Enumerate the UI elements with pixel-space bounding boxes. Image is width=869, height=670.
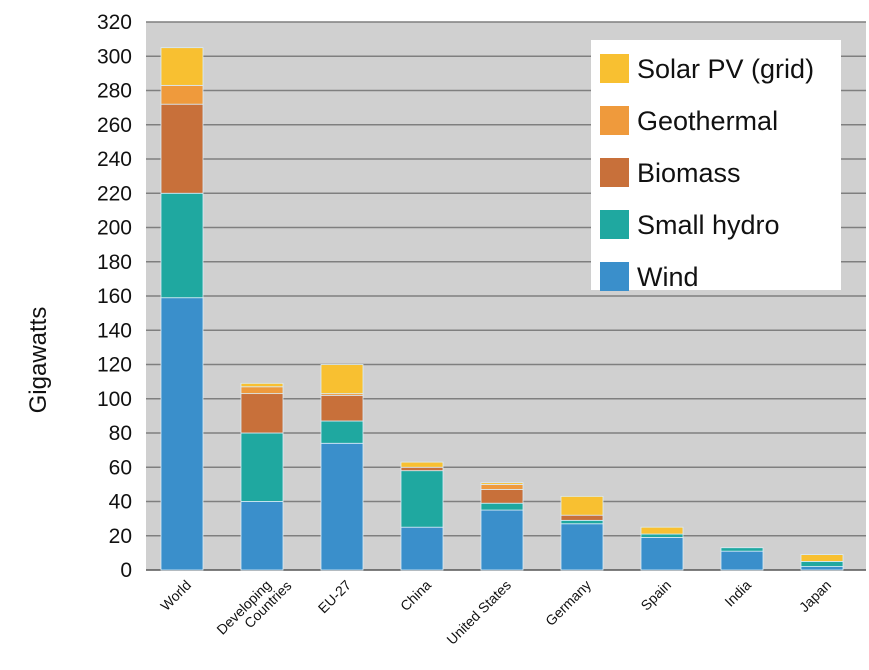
legend-box — [591, 40, 841, 290]
legend-swatch-wind — [600, 262, 629, 291]
x-tick-label-germany: Germany — [542, 577, 594, 629]
y-tick-label-300: 300 — [97, 45, 132, 68]
y-tick-label-140: 140 — [97, 319, 132, 342]
x-tick-label-india: India — [721, 577, 754, 610]
bar-eu-27-solar-pv-grid — [320, 364, 364, 395]
y-tick-label-180: 180 — [97, 251, 132, 274]
y-tick-label-40: 40 — [109, 491, 132, 514]
x-tick-label-spain: Spain — [637, 577, 674, 614]
bar-germany-wind — [560, 523, 604, 571]
bar-developing-countries-small-hydro — [240, 432, 284, 502]
legend-label-biomass: Biomass — [637, 158, 741, 188]
bar-world-small-hydro — [160, 192, 204, 299]
bar-india-small-hydro — [720, 547, 764, 552]
y-tick-label-160: 160 — [97, 285, 132, 308]
y-tick-label-80: 80 — [109, 422, 132, 445]
y-axis-label: Gigawatts — [25, 307, 52, 414]
bar-developing-countries-geothermal — [240, 386, 284, 395]
bar-developing-countries-biomass — [240, 393, 284, 434]
x-tick-label-united-states: United States — [443, 577, 514, 648]
legend-swatch-solar-pv-grid — [600, 54, 629, 83]
bar-developing-countries-solar-pv-grid — [240, 382, 284, 388]
legend: Solar PV (grid) Geothermal Biomass Small hy… — [591, 40, 841, 292]
bar-india-wind — [720, 550, 764, 571]
x-axis-ticks: World DevelopingCountries EU-27 China United… — [157, 567, 834, 648]
bar-eu-27-wind — [320, 442, 364, 571]
legend-label-solar-pv-grid: Solar PV (grid) — [637, 54, 814, 84]
bar-germany-small-hydro — [560, 519, 604, 525]
y-tick-label-0: 0 — [120, 559, 132, 582]
y-tick-label-200: 200 — [97, 217, 132, 240]
y-tick-label-260: 260 — [97, 114, 132, 137]
legend-swatch-small-hydro — [600, 210, 629, 239]
bar-developing-countries-wind — [240, 501, 284, 571]
y-tick-label-20: 20 — [109, 525, 132, 548]
bar-world-geothermal — [160, 84, 204, 105]
bar-japan-solar-pv-grid — [800, 554, 844, 562]
bars — [160, 47, 844, 571]
legend-label-geothermal: Geothermal — [637, 106, 778, 136]
y-tick-label-320: 320 — [97, 11, 132, 34]
bar-germany-biomass — [560, 514, 604, 521]
bar-china-wind — [400, 526, 444, 571]
y-tick-label-280: 280 — [97, 80, 132, 103]
y-tick-label-240: 240 — [97, 148, 132, 171]
y-axis-ticks: 0 20 40 60 80 100 120 140 160 180 200 220 240 260 280 3… — [97, 11, 132, 582]
bar-japan-small-hydro — [800, 561, 844, 567]
bar-germany-solar-pv-grid — [560, 495, 604, 516]
bar-eu-27-biomass — [320, 394, 364, 422]
y-tick-label-120: 120 — [97, 354, 132, 377]
y-tick-label-60: 60 — [109, 456, 132, 479]
bar-united-states-small-hydro — [480, 502, 524, 511]
bar-china-small-hydro — [400, 470, 444, 528]
bar-united-states-wind — [480, 509, 524, 571]
bar-united-states-solar-pv-grid — [480, 482, 524, 485]
x-tick-label-japan: Japan — [796, 577, 834, 615]
y-tick-label-220: 220 — [97, 182, 132, 205]
bar-eu-27-small-hydro — [320, 420, 364, 444]
bar-china-solar-pv-grid — [400, 461, 444, 468]
bar-world-solar-pv-grid — [160, 47, 204, 86]
legend-label-wind: Wind — [637, 262, 699, 292]
legend-label-small-hydro: Small hydro — [637, 210, 780, 240]
bar-japan-wind — [800, 566, 844, 571]
x-tick-label-world: World — [157, 577, 194, 614]
x-tick-label-developing-countries: DevelopingCountries — [213, 567, 294, 648]
bar-spain-small-hydro — [640, 533, 684, 538]
bar-spain-wind — [640, 537, 684, 571]
bar-spain-solar-pv-grid — [640, 526, 684, 535]
x-tick-label-china: China — [397, 577, 434, 614]
x-tick-label-eu-27: EU-27 — [315, 577, 355, 617]
legend-swatch-biomass — [600, 158, 629, 187]
bar-united-states-geothermal — [480, 483, 524, 490]
legend-swatch-geothermal — [600, 106, 629, 135]
bar-world-wind — [160, 297, 204, 571]
bar-world-biomass — [160, 103, 204, 194]
bar-china-biomass — [400, 466, 444, 472]
y-tick-label-100: 100 — [97, 388, 132, 411]
bar-united-states-biomass — [480, 489, 524, 504]
